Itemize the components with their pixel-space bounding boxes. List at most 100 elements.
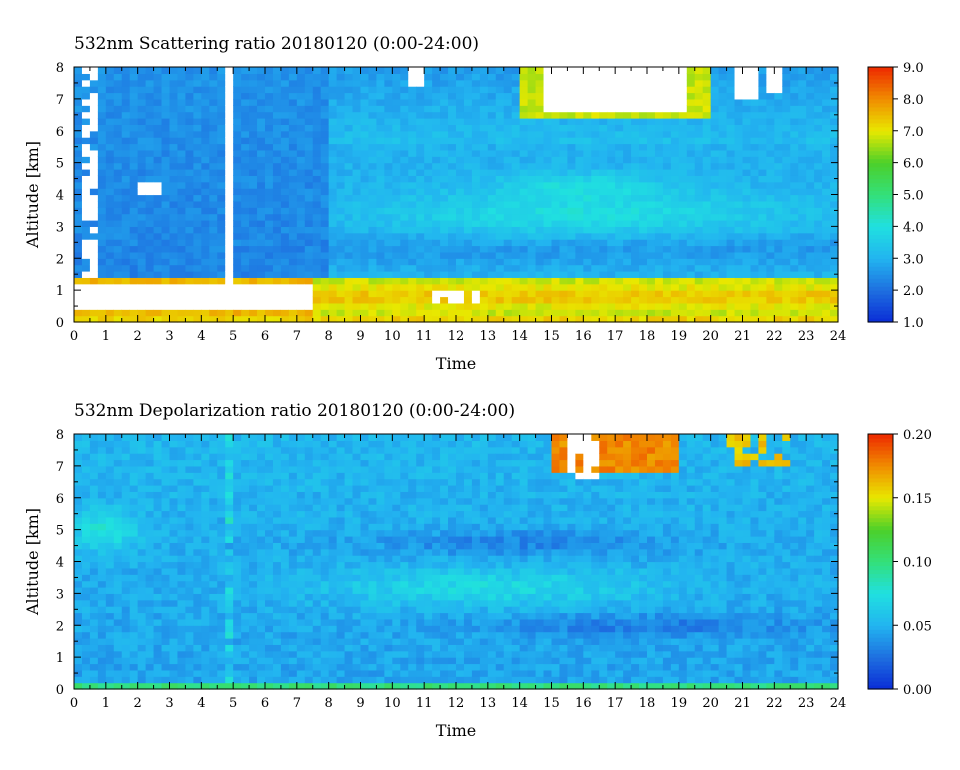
heatmap-cell bbox=[265, 188, 274, 196]
heatmap-cell bbox=[241, 542, 250, 550]
heatmap-cell bbox=[344, 207, 354, 215]
heatmap-cell bbox=[74, 73, 83, 81]
heatmap-cell bbox=[599, 283, 608, 291]
heatmap-cell bbox=[639, 67, 648, 74]
heatmap-cell bbox=[121, 130, 131, 138]
heatmap-cell bbox=[161, 587, 171, 594]
heatmap-cell bbox=[193, 434, 202, 441]
heatmap-cell bbox=[105, 682, 115, 690]
heatmap-cell bbox=[201, 555, 210, 563]
heatmap-cell bbox=[615, 315, 624, 323]
heatmap-cell bbox=[647, 277, 656, 285]
heatmap-cell bbox=[137, 561, 147, 569]
heatmap-cell bbox=[113, 207, 123, 215]
heatmap-cell bbox=[320, 200, 330, 208]
heatmap-cell bbox=[241, 181, 250, 189]
heatmap-cell bbox=[368, 207, 378, 215]
heatmap-cell bbox=[336, 92, 346, 100]
heatmap-cell bbox=[790, 92, 799, 100]
heatmap-cell bbox=[503, 200, 513, 208]
heatmap-cell bbox=[822, 92, 831, 100]
heatmap-cell bbox=[185, 625, 194, 633]
heatmap-cell bbox=[702, 175, 712, 183]
heatmap-cell bbox=[336, 251, 346, 259]
heatmap-cell bbox=[535, 271, 545, 278]
heatmap-cell bbox=[806, 207, 815, 215]
heatmap-cell bbox=[487, 232, 497, 240]
heatmap-cell bbox=[185, 283, 194, 291]
heatmap-cell bbox=[233, 309, 242, 317]
heatmap-cell bbox=[89, 529, 99, 537]
heatmap-cell bbox=[567, 232, 576, 240]
heatmap-cell bbox=[233, 574, 242, 582]
heatmap-cell bbox=[74, 245, 83, 253]
heatmap-cell bbox=[806, 220, 815, 227]
heatmap-cell bbox=[74, 440, 83, 448]
heatmap-cell bbox=[320, 239, 330, 247]
heatmap-cell bbox=[623, 175, 632, 183]
heatmap-cell bbox=[193, 561, 202, 569]
heatmap-cell bbox=[551, 309, 561, 317]
heatmap-cell bbox=[233, 676, 242, 684]
heatmap-cell bbox=[503, 169, 513, 176]
heatmap-cell bbox=[456, 105, 465, 113]
heatmap-cell bbox=[241, 465, 250, 473]
heatmap-cell bbox=[296, 162, 306, 170]
heatmap-cell bbox=[137, 315, 147, 323]
heatmap-cell bbox=[129, 555, 139, 563]
heatmap-cell bbox=[137, 271, 147, 278]
heatmap-cell bbox=[814, 98, 823, 106]
heatmap-cell bbox=[670, 200, 680, 208]
heatmap-cell bbox=[678, 105, 688, 113]
heatmap-cell bbox=[726, 264, 736, 272]
heatmap-cell bbox=[774, 181, 783, 189]
heatmap-cell bbox=[806, 92, 815, 100]
heatmap-cell bbox=[559, 194, 569, 202]
heatmap-cell bbox=[121, 309, 131, 317]
heatmap-cell bbox=[137, 625, 147, 633]
heatmap-cell bbox=[145, 111, 155, 119]
heatmap-cell bbox=[631, 226, 640, 234]
heatmap-cell bbox=[169, 302, 179, 310]
heatmap-cell bbox=[495, 118, 505, 125]
heatmap-cell bbox=[432, 105, 441, 113]
heatmap-cell bbox=[654, 175, 664, 183]
heatmap-cell bbox=[527, 290, 537, 298]
heatmap-cell bbox=[376, 67, 385, 74]
heatmap-cell bbox=[81, 290, 91, 298]
heatmap-cell bbox=[121, 245, 131, 253]
heatmap-cell bbox=[782, 124, 791, 132]
heatmap-cell bbox=[193, 149, 202, 157]
heatmap-cell bbox=[201, 137, 210, 145]
heatmap-cell bbox=[607, 169, 616, 176]
heatmap-cell bbox=[400, 169, 409, 176]
heatmap-cell bbox=[694, 302, 704, 310]
heatmap-cell bbox=[511, 315, 521, 323]
heatmap-cell bbox=[575, 226, 584, 234]
heatmap-cell bbox=[694, 283, 704, 291]
heatmap-cell bbox=[161, 277, 171, 285]
heatmap-cell bbox=[416, 271, 425, 278]
heatmap-cell bbox=[456, 200, 465, 208]
heatmap-cell bbox=[233, 516, 242, 524]
heatmap-cell bbox=[742, 296, 752, 304]
heatmap-cell bbox=[217, 478, 226, 486]
heatmap-cell bbox=[288, 213, 298, 221]
heatmap-cell bbox=[81, 137, 91, 145]
heatmap-cell bbox=[662, 226, 672, 234]
heatmap-cell bbox=[806, 169, 815, 176]
heatmap-cell bbox=[583, 130, 592, 138]
heatmap-cell bbox=[654, 67, 664, 74]
heatmap-cell bbox=[272, 258, 282, 266]
heatmap-cell bbox=[217, 638, 226, 645]
heatmap-cell bbox=[376, 309, 385, 317]
heatmap-cell bbox=[265, 175, 274, 183]
heatmap-cell bbox=[432, 239, 441, 247]
heatmap-cell bbox=[448, 169, 457, 176]
heatmap-cell bbox=[734, 86, 744, 94]
heatmap-cell bbox=[678, 124, 688, 132]
heatmap-cell bbox=[328, 79, 338, 87]
heatmap-cell bbox=[129, 181, 139, 189]
heatmap-cell bbox=[113, 137, 123, 145]
heatmap-cell bbox=[519, 220, 529, 227]
